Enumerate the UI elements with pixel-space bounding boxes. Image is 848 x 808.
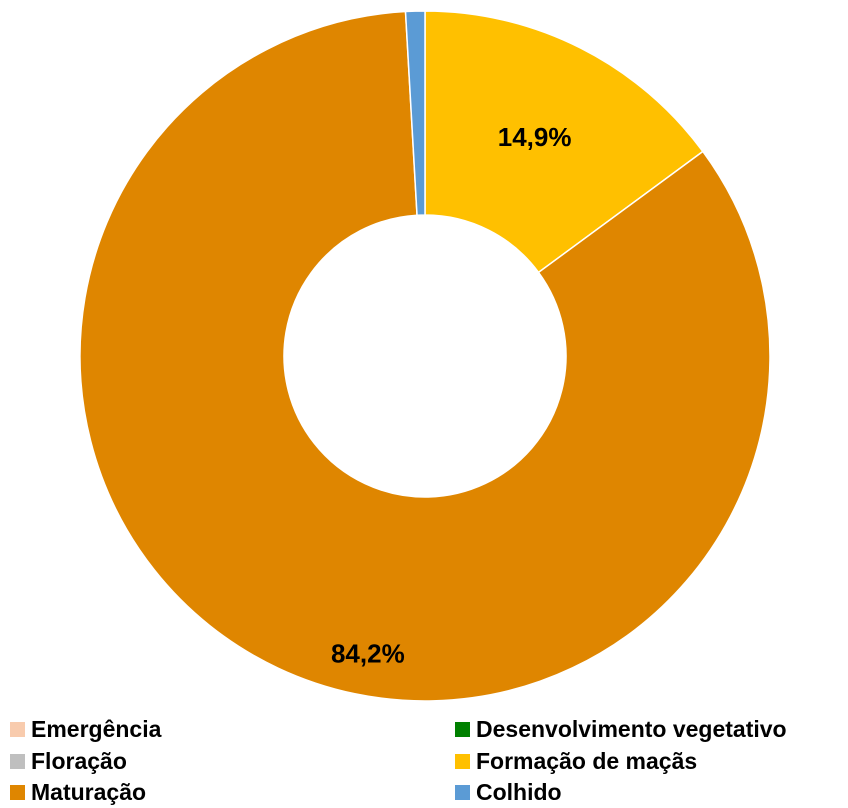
legend-label-maturacao: Maturação	[31, 778, 147, 805]
legend-swatch-colhido	[455, 784, 470, 800]
legend-item-floracao: Floração	[10, 746, 127, 776]
data-label-maturacao: 84,2%	[331, 638, 405, 668]
legend-item-maturacao: Maturação	[10, 777, 146, 807]
legend-label-colhido: Colhido	[476, 778, 562, 805]
data-label-formacao-de-macas: 14,9%	[498, 122, 572, 152]
legend: Emergência Desenvolvimento vegetativo Fl…	[0, 712, 848, 808]
legend-label-formacao-de-macas: Formação de maçãs	[476, 747, 698, 774]
legend-swatch-formacao-de-macas	[455, 753, 470, 769]
legend-item-emergencia: Emergência	[10, 714, 161, 744]
legend-item-desenvolvimento-vegetativo: Desenvolvimento vegetativo	[455, 714, 787, 744]
slice-colhido	[404, 10, 426, 217]
legend-swatch-maturacao	[10, 784, 25, 800]
slice-maturacao	[79, 10, 771, 702]
legend-swatch-floracao	[10, 753, 25, 769]
donut-chart-plot: 14,9% 84,2%	[79, 10, 771, 702]
legend-label-desenvolvimento-vegetativo: Desenvolvimento vegetativo	[476, 715, 787, 742]
legend-label-floracao: Floração	[31, 747, 127, 774]
legend-item-colhido: Colhido	[455, 777, 562, 807]
slice-formacao-de-macas	[424, 10, 704, 274]
legend-swatch-emergencia	[10, 721, 25, 737]
legend-label-emergencia: Emergência	[31, 715, 162, 742]
legend-item-formacao-de-macas: Formação de maçãs	[455, 746, 697, 776]
legend-swatch-desenvolvimento-vegetativo	[455, 721, 470, 737]
